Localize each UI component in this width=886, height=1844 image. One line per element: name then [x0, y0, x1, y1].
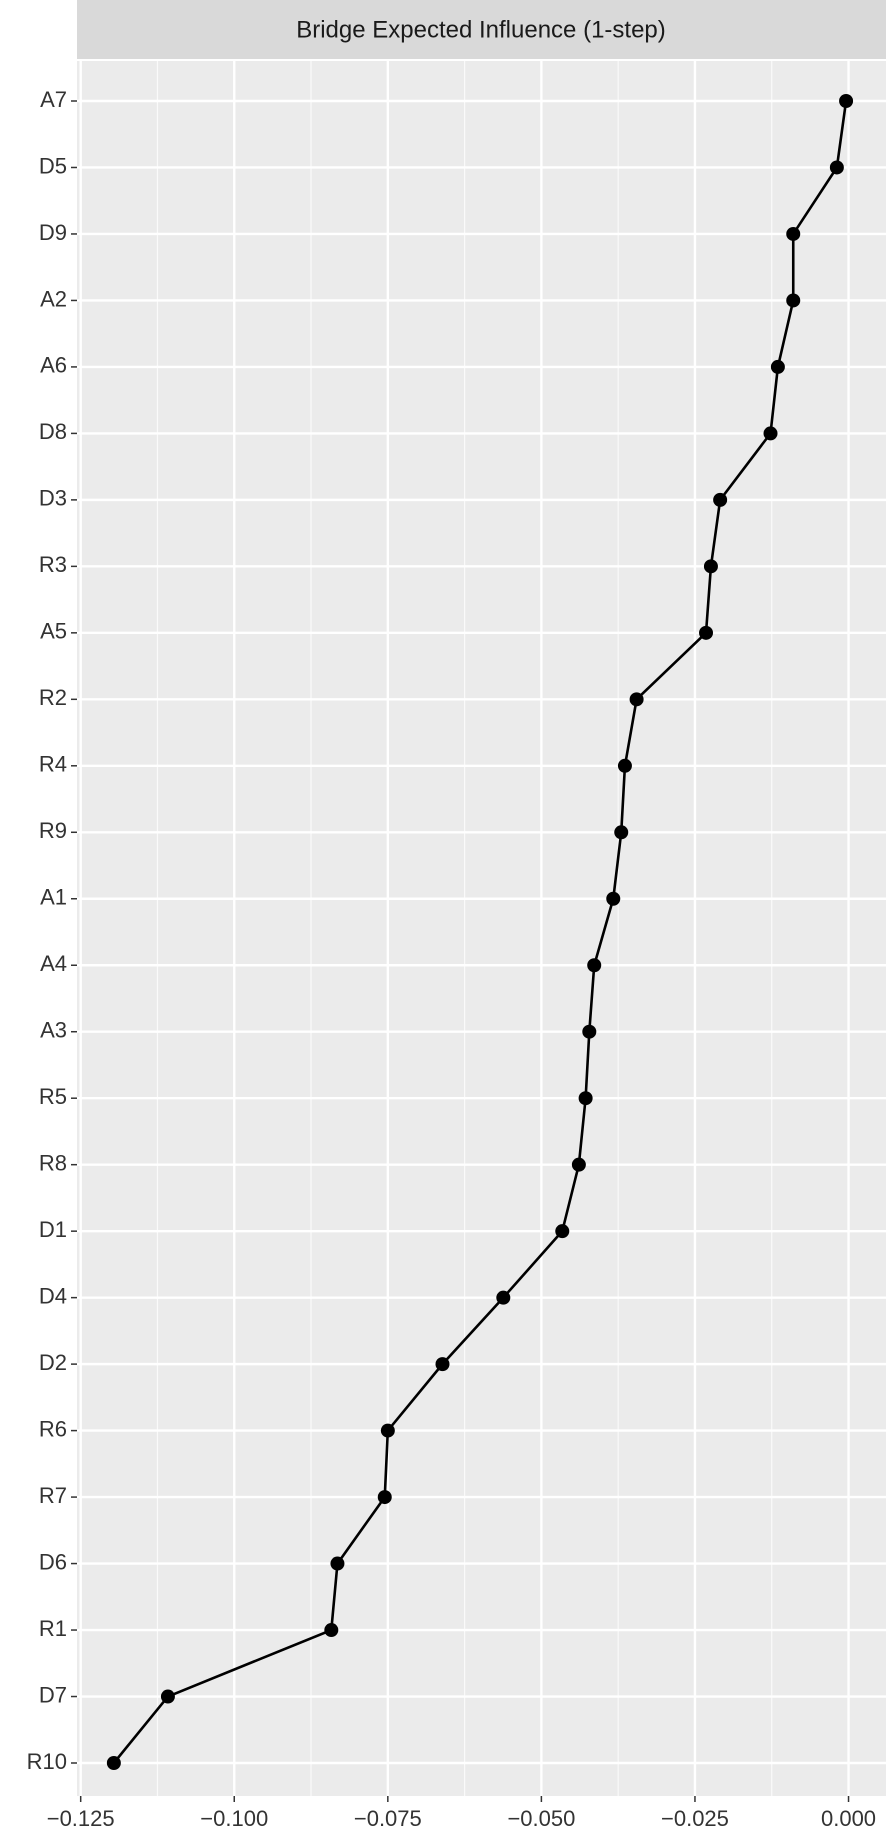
- point: [106, 1756, 121, 1770]
- strip: [77, 0, 886, 59]
- point: [786, 293, 801, 308]
- point: [829, 160, 844, 175]
- y-tick-label: A1: [40, 885, 67, 910]
- y-tick-label: R6: [39, 1416, 67, 1441]
- x-tick-label: −0.025: [661, 1806, 729, 1831]
- point: [614, 825, 629, 840]
- point: [713, 492, 728, 507]
- point: [703, 559, 718, 574]
- y-tick-label: D2: [39, 1350, 67, 1375]
- point: [587, 958, 602, 973]
- y-tick-label: R9: [39, 818, 67, 843]
- point: [571, 1157, 586, 1172]
- point: [330, 1556, 345, 1571]
- panel: [77, 61, 886, 1796]
- point: [582, 1024, 597, 1039]
- y-tick-label: A4: [40, 951, 67, 976]
- point: [555, 1224, 570, 1239]
- x-tick-label: −0.050: [507, 1806, 575, 1831]
- y-tick-label: D9: [39, 220, 67, 245]
- point: [324, 1623, 339, 1638]
- point: [617, 758, 632, 773]
- y-tick-label: R1: [39, 1616, 67, 1641]
- chart-title: Bridge Expected Influence (1-step): [296, 16, 666, 43]
- y-tick-label: R10: [27, 1749, 67, 1774]
- y-tick-label: D8: [39, 419, 67, 444]
- x-tick-label: 0.000: [821, 1806, 876, 1831]
- point: [786, 226, 801, 241]
- point: [160, 1689, 175, 1704]
- y-tick-label: R5: [39, 1084, 67, 1109]
- y-tick-label: D5: [39, 153, 67, 178]
- point: [496, 1290, 511, 1305]
- point: [629, 692, 644, 707]
- y-tick-label: R4: [39, 752, 67, 777]
- point: [578, 1091, 593, 1106]
- y-tick-label: D1: [39, 1217, 67, 1242]
- point: [435, 1357, 450, 1372]
- point: [377, 1490, 392, 1505]
- x-tick-label: −0.075: [354, 1806, 422, 1831]
- y-tick-label: A7: [40, 87, 67, 112]
- y-tick-label: D6: [39, 1549, 67, 1574]
- x-tick-label: −0.100: [200, 1806, 268, 1831]
- y-tick-label: R2: [39, 685, 67, 710]
- y-tick-label: R7: [39, 1483, 67, 1508]
- point: [770, 359, 785, 374]
- point: [380, 1423, 395, 1438]
- point: [606, 891, 621, 906]
- y-tick-label: D7: [39, 1682, 67, 1707]
- y-tick-label: A2: [40, 286, 67, 311]
- y-tick-label: A6: [40, 353, 67, 378]
- point: [839, 94, 854, 108]
- point: [763, 426, 778, 441]
- y-tick-label: A3: [40, 1018, 67, 1043]
- line: [112, 100, 848, 1764]
- y-tick-label: A5: [40, 619, 67, 644]
- point: [699, 625, 714, 640]
- y-tick-label: D4: [39, 1283, 67, 1308]
- y-tick-label: D3: [39, 486, 67, 511]
- y-tick-label: R3: [39, 552, 67, 577]
- x-tick-label: −0.125: [47, 1806, 115, 1831]
- y-tick-label: R8: [39, 1150, 67, 1175]
